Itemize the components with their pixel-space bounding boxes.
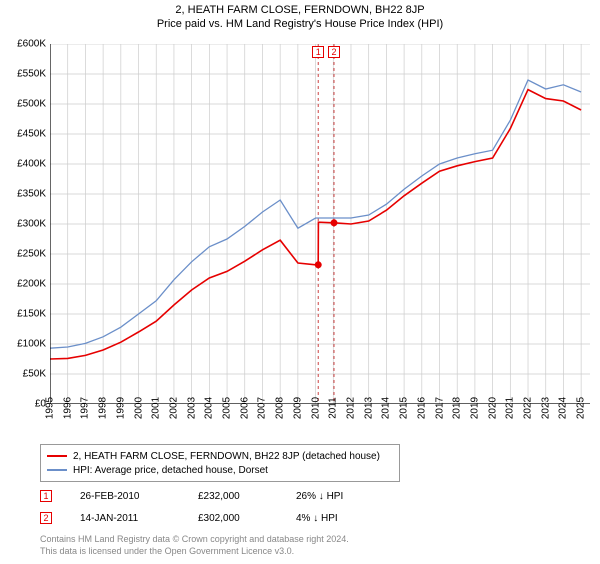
y-tick-label: £600K (17, 39, 46, 50)
x-tick-label: 1996 (62, 397, 73, 419)
x-tick-label: 2013 (363, 397, 374, 419)
legend-swatch (47, 469, 67, 471)
x-tick-label: 1997 (80, 397, 91, 419)
y-tick-label: £100K (17, 339, 46, 350)
y-tick-label: £150K (17, 309, 46, 320)
transaction-marker-icon: 2 (40, 512, 52, 524)
x-tick-label: 2019 (469, 397, 480, 419)
x-tick-label: 2025 (576, 397, 587, 419)
legend-box: 2, HEATH FARM CLOSE, FERNDOWN, BH22 8JP … (40, 444, 400, 482)
x-tick-label: 2008 (275, 397, 286, 419)
x-tick-label: 1995 (45, 397, 56, 419)
legend-item: HPI: Average price, detached house, Dors… (47, 463, 393, 477)
chart-container: 2, HEATH FARM CLOSE, FERNDOWN, BH22 8JP … (0, 4, 600, 564)
transaction-marker-icon: 1 (40, 490, 52, 502)
x-tick-label: 2022 (523, 397, 534, 419)
x-tick-label: 2003 (186, 397, 197, 419)
transaction-delta: 26% ↓ HPI (296, 491, 376, 502)
x-tick-label: 2006 (239, 397, 250, 419)
chart-svg (50, 44, 590, 404)
x-tick-label: 2018 (452, 397, 463, 419)
x-tick-label: 2016 (416, 397, 427, 419)
y-tick-label: £300K (17, 219, 46, 230)
x-tick-label: 2005 (222, 397, 233, 419)
legend-swatch (47, 455, 67, 457)
x-tick-label: 2000 (133, 397, 144, 419)
y-tick-label: £550K (17, 69, 46, 80)
x-tick-label: 2024 (558, 397, 569, 419)
transaction-price: £232,000 (198, 491, 268, 502)
x-tick-label: 2004 (204, 397, 215, 419)
transaction-marker-label: 1 (43, 491, 48, 501)
licence-line2: This data is licensed under the Open Gov… (40, 546, 294, 556)
sale-marker-icon: 1 (312, 46, 324, 58)
licence-text: Contains HM Land Registry data © Crown c… (40, 534, 349, 557)
x-tick-label: 2021 (505, 397, 516, 419)
y-tick-label: £400K (17, 159, 46, 170)
x-tick-label: 2001 (151, 397, 162, 419)
x-tick-label: 2020 (487, 397, 498, 419)
y-tick-label: £450K (17, 129, 46, 140)
transaction-delta: 4% ↓ HPI (296, 513, 376, 524)
x-tick-label: 2012 (345, 397, 356, 419)
x-tick-label: 2010 (310, 397, 321, 419)
x-tick-label: 2015 (399, 397, 410, 419)
legend-label: 2, HEATH FARM CLOSE, FERNDOWN, BH22 8JP … (73, 451, 380, 462)
y-tick-label: £350K (17, 189, 46, 200)
sale-marker-icon: 2 (328, 46, 340, 58)
transaction-date: 26-FEB-2010 (80, 491, 170, 502)
chart-plot-area: £0£50K£100K£150K£200K£250K£300K£350K£400… (50, 44, 590, 404)
x-tick-label: 2002 (168, 397, 179, 419)
transaction-date: 14-JAN-2011 (80, 513, 170, 524)
chart-title-line1: 2, HEATH FARM CLOSE, FERNDOWN, BH22 8JP (0, 4, 600, 16)
chart-title-line2: Price paid vs. HM Land Registry's House … (0, 18, 600, 30)
transaction-price: £302,000 (198, 513, 268, 524)
x-tick-label: 2007 (257, 397, 268, 419)
x-tick-label: 1998 (98, 397, 109, 419)
legend-item: 2, HEATH FARM CLOSE, FERNDOWN, BH22 8JP … (47, 449, 393, 463)
x-tick-label: 2009 (292, 397, 303, 419)
y-tick-label: £250K (17, 249, 46, 260)
y-tick-label: £500K (17, 99, 46, 110)
x-tick-label: 2014 (381, 397, 392, 419)
x-tick-label: 2023 (540, 397, 551, 419)
x-tick-label: 1999 (115, 397, 126, 419)
legend-label: HPI: Average price, detached house, Dors… (73, 465, 268, 476)
x-tick-label: 2017 (434, 397, 445, 419)
transaction-row: 1 26-FEB-2010 £232,000 26% ↓ HPI (40, 490, 376, 502)
y-tick-label: £200K (17, 279, 46, 290)
y-tick-label: £50K (23, 369, 46, 380)
x-tick-label: 2011 (328, 397, 339, 419)
transaction-row: 2 14-JAN-2011 £302,000 4% ↓ HPI (40, 512, 376, 524)
transaction-marker-label: 2 (43, 513, 48, 523)
licence-line1: Contains HM Land Registry data © Crown c… (40, 534, 349, 544)
